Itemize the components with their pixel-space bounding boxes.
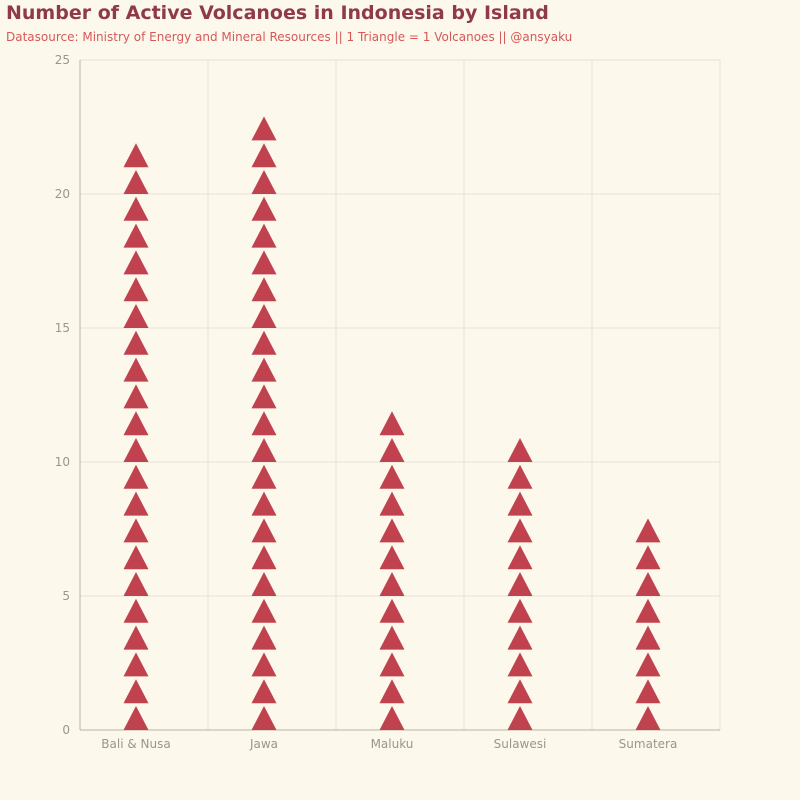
volcano-triangle-marker bbox=[123, 518, 149, 543]
volcano-triangle-marker bbox=[379, 464, 405, 489]
volcano-triangle-marker bbox=[123, 438, 149, 462]
volcano-triangle-marker bbox=[507, 652, 533, 677]
y-tick-label: 10 bbox=[55, 455, 70, 469]
volcano-triangle-marker bbox=[507, 518, 533, 543]
volcano-triangle-marker bbox=[379, 545, 405, 570]
y-tick-label: 25 bbox=[55, 53, 70, 67]
volcano-triangle-marker bbox=[251, 598, 277, 623]
y-tick-label: 20 bbox=[55, 187, 70, 201]
volcano-triangle-marker bbox=[251, 143, 277, 168]
volcano-triangle-marker bbox=[251, 277, 277, 302]
volcano-triangle-marker bbox=[123, 357, 149, 382]
x-tick-label: Maluku bbox=[371, 737, 414, 751]
volcano-triangle-marker bbox=[123, 223, 149, 248]
volcano-triangle-marker bbox=[635, 625, 661, 650]
volcano-triangle-marker bbox=[251, 384, 277, 409]
volcano-triangle-marker bbox=[635, 598, 661, 623]
volcano-triangle-marker bbox=[379, 679, 405, 704]
volcano-triangle-marker bbox=[635, 706, 661, 730]
volcano-triangle-marker bbox=[379, 411, 405, 436]
volcano-triangle-marker bbox=[507, 598, 533, 623]
volcano-triangle-marker bbox=[379, 518, 405, 543]
volcano-triangle-marker bbox=[507, 491, 533, 516]
volcano-triangle-marker bbox=[507, 625, 533, 650]
volcano-triangle-marker bbox=[251, 304, 277, 328]
chart-title: Number of Active Volcanoes in Indonesia … bbox=[6, 2, 549, 24]
marks-layer bbox=[123, 116, 661, 730]
volcano-triangle-marker bbox=[251, 518, 277, 543]
volcano-triangle-marker bbox=[379, 652, 405, 677]
y-tick-label: 0 bbox=[62, 723, 70, 737]
volcano-triangle-marker bbox=[507, 572, 533, 596]
volcano-triangle-marker bbox=[251, 706, 277, 730]
volcano-triangle-marker bbox=[635, 679, 661, 704]
volcano-triangle-marker bbox=[251, 572, 277, 596]
volcano-triangle-marker bbox=[251, 438, 277, 462]
volcano-triangle-marker bbox=[379, 491, 405, 516]
volcano-triangle-marker bbox=[379, 706, 405, 730]
volcano-triangle-marker bbox=[379, 572, 405, 596]
volcano-triangle-marker bbox=[123, 625, 149, 650]
volcano-triangle-marker bbox=[379, 598, 405, 623]
volcano-triangle-marker bbox=[123, 196, 149, 221]
volcano-triangle-marker bbox=[123, 411, 149, 436]
x-tick-label: Sulawesi bbox=[494, 737, 547, 751]
x-tick-label: Jawa bbox=[249, 737, 278, 751]
volcano-triangle-marker bbox=[251, 357, 277, 382]
volcano-triangle-marker bbox=[123, 679, 149, 704]
y-tick-label: 15 bbox=[55, 321, 70, 335]
axis-layer: 0 5 10 15 20 25 Bali & Nusa Jawa Maluku Sulawesi S… bbox=[55, 53, 720, 751]
volcano-triangle-marker bbox=[379, 438, 405, 462]
volcano-triangle-marker bbox=[251, 625, 277, 650]
volcano-triangle-marker bbox=[635, 518, 661, 543]
volcano-triangle-marker bbox=[123, 170, 149, 194]
volcano-triangle-marker bbox=[123, 706, 149, 730]
category-column bbox=[635, 518, 661, 730]
volcano-triangle-marker bbox=[251, 491, 277, 516]
volcano-triangle-marker bbox=[123, 464, 149, 489]
volcano-triangle-marker bbox=[123, 598, 149, 623]
volcano-triangle-marker bbox=[251, 652, 277, 677]
grid-layer bbox=[79, 59, 721, 730]
volcano-triangle-marker bbox=[123, 491, 149, 516]
volcano-triangle-marker bbox=[123, 330, 149, 355]
volcano-triangle-marker bbox=[123, 143, 149, 168]
category-column bbox=[379, 411, 405, 730]
category-column bbox=[507, 438, 533, 730]
volcano-triangle-marker bbox=[123, 572, 149, 596]
volcano-triangle-marker bbox=[251, 250, 277, 275]
volcano-triangle-marker bbox=[507, 438, 533, 462]
y-tick-label: 5 bbox=[62, 589, 70, 603]
volcano-triangle-marker bbox=[507, 545, 533, 570]
volcano-triangle-marker bbox=[251, 545, 277, 570]
x-tick-label: Bali & Nusa bbox=[101, 737, 170, 751]
volcano-triangle-marker bbox=[507, 679, 533, 704]
volcano-triangle-marker bbox=[379, 625, 405, 650]
volcano-triangle-marker bbox=[123, 652, 149, 677]
volcano-triangle-marker bbox=[251, 464, 277, 489]
volcano-triangle-marker bbox=[123, 250, 149, 275]
volcano-triangle-marker bbox=[123, 277, 149, 302]
chart-subtitle: Datasource: Ministry of Energy and Miner… bbox=[6, 30, 573, 44]
volcano-triangle-marker bbox=[123, 545, 149, 570]
volcano-triangle-marker bbox=[251, 196, 277, 221]
volcano-triangle-marker bbox=[123, 384, 149, 409]
volcano-triangle-marker bbox=[635, 652, 661, 677]
volcano-triangle-marker bbox=[635, 545, 661, 570]
volcano-triangle-marker bbox=[251, 116, 277, 141]
category-column bbox=[251, 116, 277, 730]
x-tick-label: Sumatera bbox=[619, 737, 678, 751]
volcano-triangle-marker bbox=[507, 706, 533, 730]
volcano-triangle-marker bbox=[507, 464, 533, 489]
volcano-triangle-marker bbox=[251, 330, 277, 355]
volcano-triangle-marker bbox=[123, 304, 149, 328]
volcano-triangle-marker bbox=[251, 411, 277, 436]
volcano-triangle-marker bbox=[251, 170, 277, 194]
volcano-triangle-marker bbox=[251, 679, 277, 704]
category-column bbox=[123, 143, 149, 730]
volcano-triangle-marker bbox=[251, 223, 277, 248]
volcano-triangle-marker bbox=[635, 572, 661, 596]
